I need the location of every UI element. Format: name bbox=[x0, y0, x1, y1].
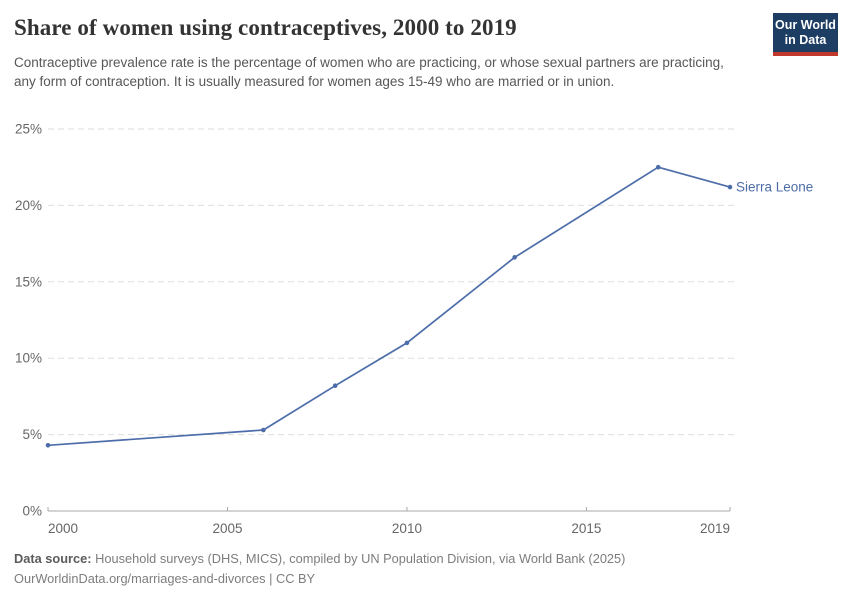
y-axis-tick-label: 25% bbox=[15, 122, 42, 137]
x-axis-tick-label: 2005 bbox=[212, 521, 242, 536]
owid-logo-line2: in Data bbox=[784, 33, 827, 47]
x-axis-tick-label: 2019 bbox=[700, 521, 730, 536]
data-point-marker bbox=[261, 427, 266, 433]
data-point-marker bbox=[332, 383, 338, 389]
x-axis-tick-label: 2000 bbox=[48, 521, 78, 536]
data-point-marker bbox=[727, 184, 733, 190]
data-point-marker bbox=[512, 255, 517, 260]
series-entity-label: Sierra Leone bbox=[736, 180, 813, 195]
data-point-marker bbox=[404, 340, 410, 346]
data-point-marker bbox=[655, 164, 661, 170]
y-axis-tick-label: 5% bbox=[22, 427, 42, 442]
license-line[interactable]: OurWorldinData.org/marriages-and-divorce… bbox=[14, 571, 316, 586]
x-axis-tick-label: 2010 bbox=[392, 521, 422, 536]
y-axis-tick-label: 0% bbox=[22, 504, 42, 519]
owid-logo[interactable]: Our World in Data bbox=[773, 13, 838, 56]
series-line bbox=[47, 166, 731, 447]
x-axis-tick-label: 2015 bbox=[571, 521, 601, 536]
data-source-line: Data source: Household surveys (DHS, MIC… bbox=[14, 549, 834, 569]
y-axis-tick-label: 15% bbox=[15, 274, 42, 289]
chart-subtitle: Contraceptive prevalence rate is the per… bbox=[14, 55, 724, 89]
data-source-text: Household surveys (DHS, MICS), compiled … bbox=[95, 551, 626, 566]
chart-footer: Data source: Household surveys (DHS, MIC… bbox=[14, 549, 834, 589]
y-axis-tick-label: 10% bbox=[15, 351, 42, 366]
owid-logo-line1: Our World bbox=[775, 18, 836, 32]
data-point-marker bbox=[45, 442, 51, 448]
y-axis-tick-label: 20% bbox=[15, 198, 42, 213]
chart-title: Share of women using contraceptives, 200… bbox=[14, 15, 517, 40]
data-source-label: Data source: bbox=[14, 551, 92, 566]
